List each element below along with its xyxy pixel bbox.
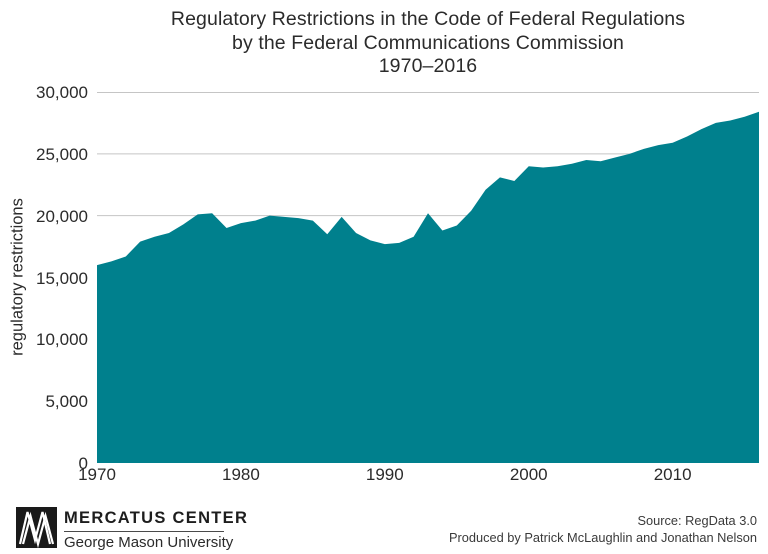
chart-title: Regulatory Restrictions in the Code of F…	[97, 8, 759, 79]
mercatus-logo-icon	[16, 507, 57, 553]
logo-divider	[64, 531, 224, 532]
x-tick-label: 2010	[653, 465, 692, 484]
source-attribution: Source: RegData 3.0 Produced by Patrick …	[449, 513, 757, 546]
mercatus-logo-text: MERCATUS CENTER George Mason University	[64, 509, 248, 551]
mercatus-logo-title: MERCATUS CENTER	[64, 509, 249, 527]
y-tick-label: 15,000	[36, 268, 88, 288]
area-chart-svg	[97, 92, 759, 463]
y-tick-label: 20,000	[36, 206, 88, 226]
y-tick-label: 5,000	[45, 392, 88, 412]
chart-title-line-3: 1970–2016	[378, 55, 478, 77]
area-series	[97, 111, 759, 463]
mercatus-logo-subtitle: George Mason University	[64, 534, 234, 551]
x-tick-label: 1990	[365, 465, 404, 484]
chart-title-line-2: by the Federal Communications Commission	[232, 31, 624, 54]
y-tick-label: 10,000	[36, 330, 88, 350]
y-tick-label: 0	[78, 454, 88, 473]
produced-by-line: Produced by Patrick McLaughlin and Jonat…	[448, 529, 757, 545]
x-tick-label: 1980	[221, 465, 260, 484]
x-tick-label: 2000	[509, 465, 548, 484]
x-tick-label: 1970	[78, 465, 116, 484]
source-line: Source: RegData 3.0	[637, 513, 757, 528]
y-tick-label: 30,000	[36, 83, 88, 102]
chart-title-line-1: Regulatory Restrictions in the Code of F…	[170, 8, 686, 30]
y-axis-tick-labels: 30,000 25,000 20,000 15,000 10,000 5,000 0	[0, 0, 88, 554]
y-tick-label: 25,000	[36, 144, 88, 164]
